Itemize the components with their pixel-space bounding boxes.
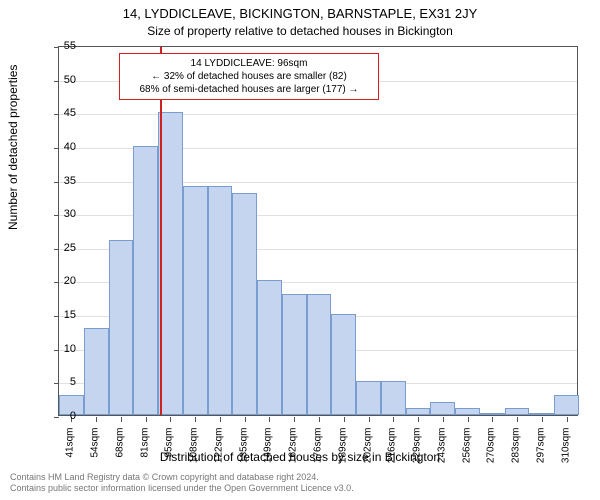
- y-axis-label: Number of detached properties: [6, 65, 20, 230]
- footer-line-1: Contains HM Land Registry data © Crown c…: [10, 472, 354, 483]
- y-tick-label: 40: [46, 141, 76, 153]
- x-tick-mark: [468, 417, 469, 422]
- x-tick-label: 189sqm: [337, 428, 348, 468]
- x-tick-label: 68sqm: [114, 428, 125, 468]
- x-tick-label: 216sqm: [387, 428, 398, 468]
- bar: [282, 294, 307, 415]
- plot-area: 14 LYDDICLEAVE: 96sqm ← 32% of detached …: [58, 46, 578, 416]
- callout-line-2: ← 32% of detached houses are smaller (82…: [126, 70, 372, 83]
- chart-title-sub: Size of property relative to detached ho…: [0, 24, 600, 38]
- bar: [257, 280, 282, 415]
- y-tick-label: 30: [46, 208, 76, 220]
- x-tick-mark: [418, 417, 419, 422]
- y-tick-label: 20: [46, 275, 76, 287]
- bar: [232, 193, 257, 415]
- x-tick-mark: [517, 417, 518, 422]
- y-tick-label: 0: [46, 410, 76, 422]
- chart-container: 14, LYDDICLEAVE, BICKINGTON, BARNSTAPLE,…: [0, 0, 600, 500]
- x-tick-mark: [443, 417, 444, 422]
- bar: [529, 413, 554, 415]
- x-tick-label: 122sqm: [213, 428, 224, 468]
- marker-callout: 14 LYDDICLEAVE: 96sqm ← 32% of detached …: [119, 53, 379, 100]
- x-tick-label: 283sqm: [511, 428, 522, 468]
- y-tick-label: 55: [46, 40, 76, 52]
- x-tick-mark: [146, 417, 147, 422]
- callout-line-3: 68% of semi-detached houses are larger (…: [126, 83, 372, 96]
- bar: [84, 328, 109, 415]
- bar: [455, 408, 480, 415]
- x-tick-mark: [269, 417, 270, 422]
- bar: [430, 402, 455, 415]
- x-tick-label: 229sqm: [412, 428, 423, 468]
- x-tick-mark: [220, 417, 221, 422]
- y-tick-label: 5: [46, 376, 76, 388]
- x-tick-mark: [195, 417, 196, 422]
- x-tick-mark: [369, 417, 370, 422]
- bar: [406, 408, 431, 415]
- x-tick-mark: [393, 417, 394, 422]
- bar: [480, 413, 505, 415]
- y-tick-label: 15: [46, 309, 76, 321]
- y-tick-label: 10: [46, 343, 76, 355]
- y-tick-label: 50: [46, 74, 76, 86]
- x-tick-label: 297sqm: [535, 428, 546, 468]
- x-tick-label: 54sqm: [90, 428, 101, 468]
- footer-attribution: Contains HM Land Registry data © Crown c…: [10, 472, 354, 494]
- bar: [307, 294, 332, 415]
- bar: [554, 395, 579, 415]
- x-tick-mark: [121, 417, 122, 422]
- bar: [183, 186, 208, 415]
- footer-line-2: Contains public sector information licen…: [10, 483, 354, 494]
- x-tick-mark: [245, 417, 246, 422]
- x-tick-mark: [542, 417, 543, 422]
- bar: [208, 186, 233, 415]
- x-tick-label: 149sqm: [263, 428, 274, 468]
- x-tick-label: 162sqm: [288, 428, 299, 468]
- x-tick-mark: [344, 417, 345, 422]
- x-tick-mark: [567, 417, 568, 422]
- x-tick-mark: [319, 417, 320, 422]
- x-tick-mark: [492, 417, 493, 422]
- bar: [381, 381, 406, 415]
- x-tick-label: 310sqm: [560, 428, 571, 468]
- x-tick-label: 41sqm: [65, 428, 76, 468]
- x-tick-label: 202sqm: [362, 428, 373, 468]
- callout-line-1: 14 LYDDICLEAVE: 96sqm: [126, 57, 372, 70]
- bar: [356, 381, 381, 415]
- x-tick-mark: [170, 417, 171, 422]
- x-tick-label: 176sqm: [313, 428, 324, 468]
- chart-title-main: 14, LYDDICLEAVE, BICKINGTON, BARNSTAPLE,…: [0, 6, 600, 21]
- bar: [109, 240, 134, 415]
- x-tick-label: 270sqm: [486, 428, 497, 468]
- bar: [331, 314, 356, 415]
- marker-line: [160, 47, 162, 415]
- bar: [505, 408, 530, 415]
- x-tick-label: 256sqm: [461, 428, 472, 468]
- y-tick-label: 25: [46, 242, 76, 254]
- x-tick-mark: [294, 417, 295, 422]
- y-tick-label: 45: [46, 107, 76, 119]
- x-tick-mark: [96, 417, 97, 422]
- y-tick-label: 35: [46, 175, 76, 187]
- x-tick-label: 95sqm: [164, 428, 175, 468]
- x-tick-label: 81sqm: [139, 428, 150, 468]
- bar: [133, 146, 158, 415]
- x-tick-label: 108sqm: [189, 428, 200, 468]
- x-tick-label: 135sqm: [238, 428, 249, 468]
- gridline: [59, 114, 577, 115]
- x-tick-label: 243sqm: [436, 428, 447, 468]
